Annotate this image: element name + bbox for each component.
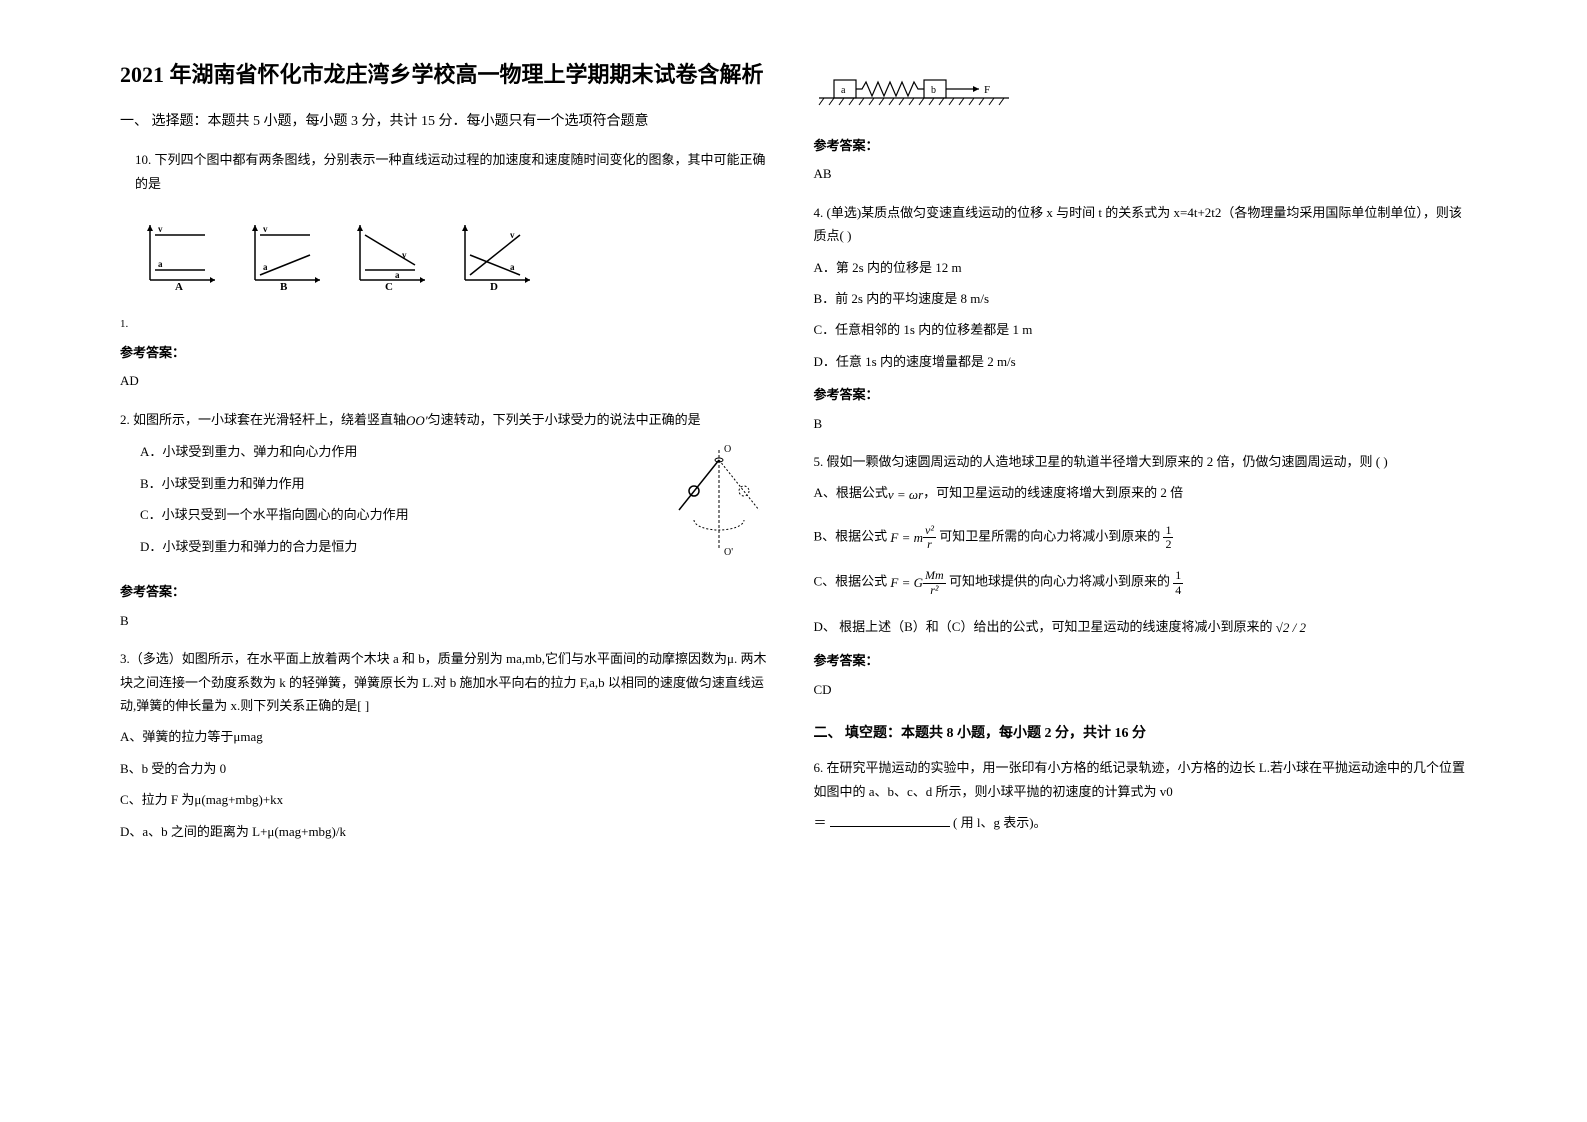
document-title: 2021 年湖南省怀化市龙庄湾乡学校高一物理上学期期末试卷含解析 (120, 60, 774, 91)
graph-c: v a C (350, 220, 430, 290)
svg-text:B: B (280, 281, 288, 290)
svg-text:C: C (385, 281, 393, 290)
q1-stem: 10. 下列四个图中都有两条图线，分别表示一种直线运动过程的加速度和速度随时间变… (135, 148, 774, 195)
section-1-header: 一、 选择题：本题共 5 小题，每小题 3 分，共计 15 分．每小题只有一个选… (120, 111, 774, 133)
q3-opt-a: A、弹簧的拉力等于μmag (120, 725, 774, 748)
q5-opt-b: B、根据公式 F = mv²r 可知卫星所需的向心力将减小到原来的 12 (814, 524, 1468, 551)
question-5: 5. 假如一颗做匀速圆周运动的人造地球卫星的轨道半径增大到原来的 2 倍，仍做匀… (814, 450, 1468, 640)
svg-text:a: a (510, 262, 515, 272)
q2-stem-1: 2. 如图所示，一小球套在光滑轻杆上，绕着竖直轴 (120, 412, 406, 427)
q4-opt-b: B．前 2s 内的平均速度是 8 m/s (814, 287, 1468, 310)
svg-text:O': O' (724, 547, 733, 558)
q1-answer-label: 参考答案： (120, 341, 774, 364)
q2-stem: 2. 如图所示，一小球套在光滑轻杆上，绕着竖直轴OO'匀速转动，下列关于小球受力… (120, 408, 774, 433)
q3-answer: AB (814, 162, 1468, 185)
svg-text:a: a (841, 85, 846, 96)
q4-opt-c: C．任意相邻的 1s 内的位移差都是 1 m (814, 318, 1468, 341)
q6-blank-line: ＝ ( 用 l、g 表示)。 (814, 811, 1468, 834)
q5-opt-d: D、 根据上述（B）和（C）给出的公式，可知卫星运动的线速度将减小到原来的 √2… (814, 615, 1468, 640)
q2-answer-label: 参考答案： (120, 580, 774, 603)
q5-stem: 5. 假如一颗做匀速圆周运动的人造地球卫星的轨道半径增大到原来的 2 倍，仍做匀… (814, 450, 1468, 473)
q5-opt-c: C、根据公式 F = GMmr² 可知地球提供的向心力将减小到原来的 14 (814, 569, 1468, 596)
right-column: a b F 参考答案： AB 4. (单选)某质点做匀变速 (794, 60, 1488, 851)
q1-answer: AD (120, 369, 774, 392)
q5-opt-a: A、根据公式v = ωr，可知卫星运动的线速度将增大到原来的 2 倍 (814, 481, 1468, 506)
svg-text:v: v (263, 224, 268, 234)
question-6: 6. 在研究平抛运动的实验中，用一张印有小方格的纸记录轨迹，小方格的边长 L.若… (814, 756, 1468, 834)
spring-diagram: a b F (814, 70, 1468, 124)
svg-text:b: b (931, 85, 936, 96)
q5-answer-label: 参考答案： (814, 649, 1468, 672)
question-1: 10. 下列四个图中都有两条图线，分别表示一种直线运动过程的加速度和速度随时间变… (120, 148, 774, 305)
svg-text:a: a (263, 262, 268, 272)
q4-answer: B (814, 412, 1468, 435)
q4-opt-a: A．第 2s 内的位移是 12 m (814, 256, 1468, 279)
q5-answer: CD (814, 678, 1468, 701)
q3-opt-c: C、拉力 F 为μ(mag+mbg)+kx (120, 788, 774, 811)
q4-stem: 4. (单选)某质点做匀变速直线运动的位移 x 与时间 t 的关系式为 x=4t… (814, 201, 1468, 248)
graph-b: v a B (245, 220, 325, 290)
graph-d: v a D (455, 220, 535, 290)
q4-opt-d: D．任意 1s 内的速度增量都是 2 m/s (814, 350, 1468, 373)
svg-text:F: F (984, 84, 990, 96)
svg-text:O: O (724, 444, 731, 455)
svg-text:D: D (490, 281, 498, 290)
svg-text:a: a (395, 270, 400, 280)
svg-text:v: v (402, 250, 407, 260)
q2-answer: B (120, 609, 774, 632)
q3-stem: 3.（多选）如图所示，在水平面上放着两个木块 a 和 b，质量分别为 ma,mb… (120, 647, 774, 717)
q3-opt-d: D、a、b 之间的距离为 L+μ(mag+mbg)/k (120, 820, 774, 843)
q1-graphs: v a A v a B (135, 205, 774, 305)
svg-text:A: A (175, 281, 183, 290)
rotation-diagram: O O' (664, 440, 774, 560)
q3-opt-b: B、b 受的合力为 0 (120, 757, 774, 780)
question-4: 4. (单选)某质点做匀变速直线运动的位移 x 与时间 t 的关系式为 x=4t… (814, 201, 1468, 373)
graph-a: v a A (140, 220, 220, 290)
q4-answer-label: 参考答案： (814, 383, 1468, 406)
q6-stem: 6. 在研究平抛运动的实验中，用一张印有小方格的纸记录轨迹，小方格的边长 L.若… (814, 756, 1468, 803)
section-2-header: 二、 填空题：本题共 8 小题，每小题 2 分，共计 16 分 (814, 721, 1468, 746)
q2-axis: OO' (406, 409, 428, 432)
question-3: 3.（多选）如图所示，在水平面上放着两个木块 a 和 b，质量分别为 ma,mb… (120, 647, 774, 843)
svg-text:v: v (158, 224, 163, 234)
question-2: 2. 如图所示，一小球套在光滑轻杆上，绕着竖直轴OO'匀速转动，下列关于小球受力… (120, 408, 774, 571)
q6-blank (830, 814, 950, 827)
svg-text:v: v (510, 230, 515, 240)
svg-text:a: a (158, 259, 163, 269)
q2-stem-2: 匀速转动，下列关于小球受力的说法中正确的是 (428, 412, 701, 427)
q3-answer-label: 参考答案： (814, 134, 1468, 157)
left-column: 2021 年湖南省怀化市龙庄湾乡学校高一物理上学期期末试卷含解析 一、 选择题：… (100, 60, 794, 851)
